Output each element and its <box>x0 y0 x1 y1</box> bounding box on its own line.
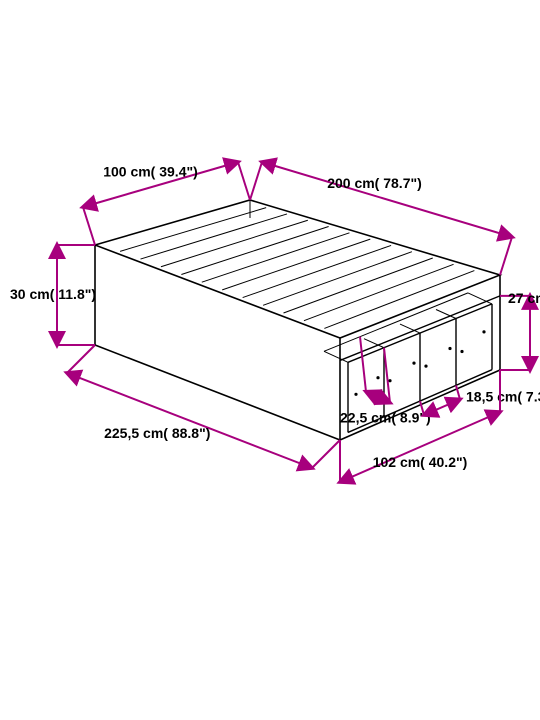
dim-bottom-width: 102 cm( 40.2") <box>373 454 468 470</box>
dim-shelf-depth: 22,5 cm( 8.9") <box>340 410 431 426</box>
dim-height-left: 30 cm( 11.8") <box>10 286 96 302</box>
dim-length-top: 200 cm( 78.7") <box>327 175 422 191</box>
dim-diag-total: 225,5 cm( 88.8") <box>104 425 210 441</box>
dim-width-top: 100 cm( 39.4") <box>103 164 198 180</box>
dim-shelf-height: 27 cm( 10.6") <box>508 290 540 306</box>
dimension-diagram: 100 cm( 39.4") 200 cm( 78.7") 30 cm( 11.8"… <box>0 0 540 720</box>
dim-shelf-width: 18,5 cm( 7.3") <box>466 388 540 404</box>
